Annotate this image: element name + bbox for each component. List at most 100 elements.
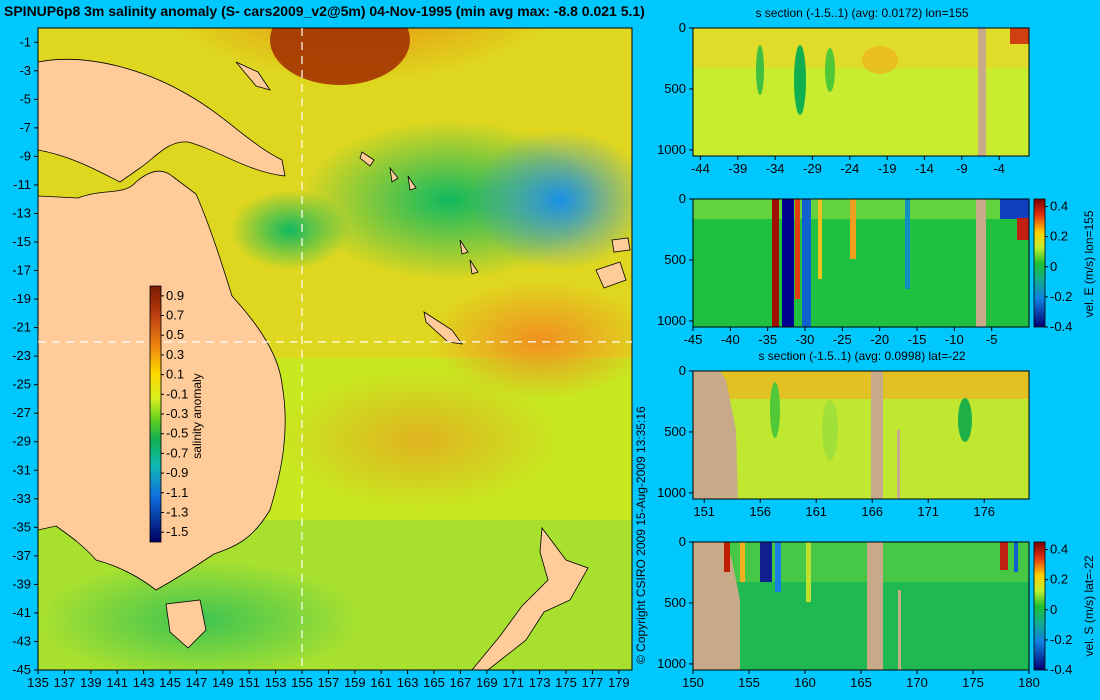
x-tick-label: 179 bbox=[608, 675, 630, 690]
x-tick-label: -24 bbox=[840, 161, 859, 176]
s-lat-land-column-2 bbox=[897, 430, 900, 499]
v-lon-jet-red-2 bbox=[795, 199, 800, 299]
v-lon-jet-red bbox=[772, 199, 779, 327]
colorbar-tick-label: 0.7 bbox=[166, 308, 184, 323]
colorbar-tick-label: -1.5 bbox=[166, 524, 188, 539]
y-tick-label: -7 bbox=[19, 120, 31, 135]
vel-e-section-panel: -45 -40 -35 -30 -25 -20 -15 -10 -5 0 500 1000 bbox=[657, 191, 1030, 347]
y-tick-label: -27 bbox=[12, 405, 31, 420]
s-lat-title: s section (-1.5..1) (avg: 0.0998) lat=-2… bbox=[758, 349, 965, 363]
x-tick-label: -44 bbox=[691, 161, 710, 176]
x-tick-label: -25 bbox=[833, 332, 852, 347]
x-tick-label: 143 bbox=[133, 675, 155, 690]
x-tick-label: 173 bbox=[529, 675, 551, 690]
v-lon-red-corner bbox=[1017, 218, 1029, 240]
x-tick-label: 153 bbox=[265, 675, 287, 690]
colorbar-tick-label: 0.1 bbox=[166, 367, 184, 382]
x-tick-label: -30 bbox=[796, 332, 815, 347]
x-tick-label: 157 bbox=[318, 675, 340, 690]
v-lon-band-teal bbox=[905, 199, 910, 289]
salinity-map: 135 137 139 141 143 145 147 149 151 153 155 157 159 1… bbox=[12, 27, 633, 690]
salinity-colorbar: 0.9 0.7 0.5 0.3 0.1 -0.1 -0.3 -0.5 -0.7 -0.9 -1.1 -… bbox=[149, 285, 204, 543]
x-tick-label: 159 bbox=[344, 675, 366, 690]
vel-e-colorbar-label: vel. E (m/s) lon=155 bbox=[1082, 210, 1096, 317]
s-lat-surface-band bbox=[693, 371, 1029, 399]
orange-central bbox=[280, 370, 560, 510]
vel-s-section-panel: 150 155 160 165 170 175 180 0 500 1000 bbox=[657, 534, 1040, 690]
colorbar-tick-label: 0.9 bbox=[166, 288, 184, 303]
vel-s-colorbar-ticks: 0.4 0.2 0 -0.2 -0.4 bbox=[1045, 542, 1072, 677]
colorbar-tick-label: -0.3 bbox=[166, 406, 188, 421]
y-tick-label: 0 bbox=[679, 534, 686, 549]
y-tick-label: 500 bbox=[664, 252, 686, 267]
v-lon-blue-corner bbox=[1000, 199, 1029, 219]
y-tick-label: -41 bbox=[12, 605, 31, 620]
s-lon-y-ticks: 0 500 1000 bbox=[657, 20, 693, 157]
green-eddy-coral bbox=[230, 190, 350, 270]
colorbar-tick-label: 0.2 bbox=[1050, 572, 1068, 587]
x-tick-label: -15 bbox=[908, 332, 927, 347]
s-lat-land-shelf bbox=[693, 371, 738, 499]
s-section-lon-panel: -44 -39 -34 -29 -24 -19 -14 -9 -4 0 500 1000 bbox=[657, 20, 1030, 176]
y-tick-label: -25 bbox=[12, 377, 31, 392]
blue-eddy-east bbox=[470, 130, 632, 270]
y-tick-label: 500 bbox=[664, 424, 686, 439]
s-lon-hot-corner bbox=[1010, 28, 1029, 44]
colorbar-tick-label: -1.3 bbox=[166, 504, 188, 519]
x-tick-label: 150 bbox=[682, 675, 704, 690]
v-lon-jet-blue-2 bbox=[802, 199, 811, 327]
colorbar-tick-label: -0.2 bbox=[1050, 632, 1072, 647]
new-guinea bbox=[38, 59, 286, 183]
v-lat-band-blue-3 bbox=[1014, 542, 1018, 572]
new-zealand bbox=[471, 526, 589, 670]
y-tick-label: 1000 bbox=[657, 142, 686, 157]
x-tick-label: 135 bbox=[27, 675, 49, 690]
x-tick-label: 151 bbox=[693, 504, 715, 519]
x-tick-label: 171 bbox=[917, 504, 939, 519]
v-lat-y-ticks: 0 500 1000 bbox=[657, 534, 693, 671]
s-lon-eddy-1 bbox=[794, 45, 806, 115]
colorbar-tick-label: -0.1 bbox=[166, 386, 188, 401]
s-lat-land-column bbox=[871, 371, 883, 499]
x-tick-label: -14 bbox=[915, 161, 934, 176]
s-lon-land-column bbox=[978, 28, 986, 156]
v-lat-band-lime bbox=[806, 542, 811, 602]
s-lat-y-ticks: 0 500 1000 bbox=[657, 363, 693, 500]
v-lat-band-blue-2 bbox=[775, 542, 781, 592]
x-tick-label: 165 bbox=[423, 675, 445, 690]
x-tick-label: 176 bbox=[973, 504, 995, 519]
x-tick-label: 180 bbox=[1018, 675, 1040, 690]
s-lon-surface-band bbox=[693, 28, 1029, 68]
map-field bbox=[38, 28, 632, 670]
y-tick-label: -43 bbox=[12, 633, 31, 648]
y-tick-label: 500 bbox=[664, 595, 686, 610]
colorbar-tick-label: -1.1 bbox=[166, 485, 188, 500]
colorbar-tick-label: -0.7 bbox=[166, 445, 188, 460]
y-tick-label: 1000 bbox=[657, 485, 686, 500]
small-islands bbox=[359, 151, 479, 275]
v-lat-band-yellow bbox=[740, 542, 745, 582]
x-tick-label: 165 bbox=[850, 675, 872, 690]
x-tick-label: -29 bbox=[803, 161, 822, 176]
v-lon-band-orange bbox=[850, 199, 856, 259]
colorbar-tick-label: 0.4 bbox=[1050, 199, 1068, 214]
y-tick-label: -15 bbox=[12, 234, 31, 249]
y-tick-label: -3 bbox=[19, 63, 31, 78]
s-lat-eddy-2 bbox=[958, 398, 972, 442]
x-tick-label: 171 bbox=[502, 675, 524, 690]
x-tick-label: -40 bbox=[721, 332, 740, 347]
s-lon-title: s section (-1.5..1) (avg: 0.0172) lon=15… bbox=[755, 6, 968, 20]
v-lat-band-blue bbox=[760, 542, 772, 582]
y-tick-label: -17 bbox=[12, 263, 31, 278]
map-title: SPINUP6p8 3m salinity anomaly (S- cars20… bbox=[4, 3, 645, 19]
map-x-ticks: 135 137 139 141 143 145 147 149 151 153 155 157 159 1… bbox=[27, 670, 630, 690]
y-tick-label: -5 bbox=[19, 91, 31, 106]
vel-e-colorbar: 0.4 0.2 0 -0.2 -0.4 vel. E (m/s) lon=155 bbox=[1033, 198, 1096, 334]
colorbar-tick-label: 0.2 bbox=[1050, 229, 1068, 244]
y-tick-label: -19 bbox=[12, 291, 31, 306]
x-tick-label: 177 bbox=[582, 675, 604, 690]
colorbar-tick-label: 0.4 bbox=[1050, 542, 1068, 557]
x-tick-label: 149 bbox=[212, 675, 234, 690]
x-tick-label: -45 bbox=[684, 332, 703, 347]
vel-e-colorbar-bar bbox=[1033, 198, 1046, 328]
